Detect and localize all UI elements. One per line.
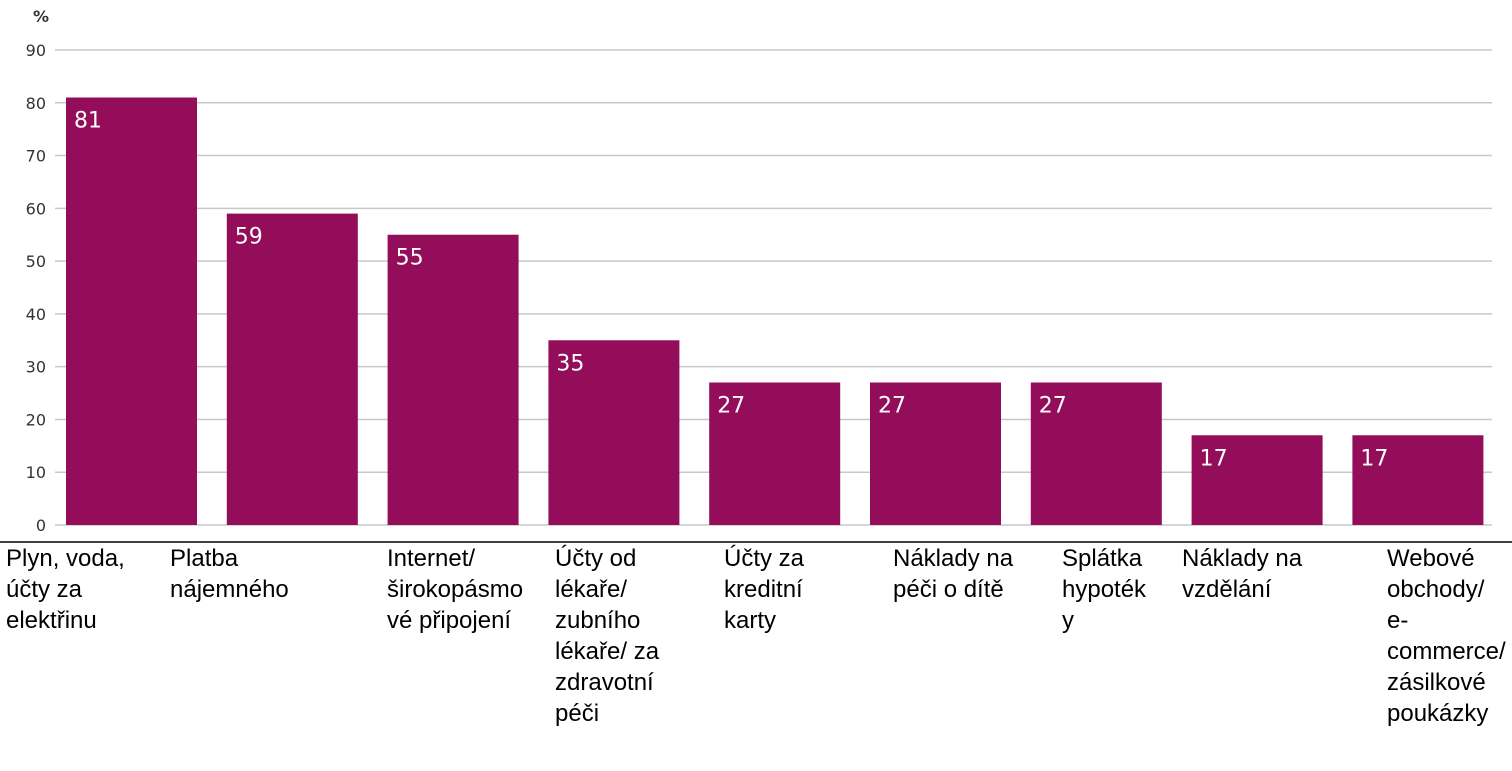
y-axis-ticks: 0 10 20 30 40 50 60 70 80 90 xyxy=(26,41,46,535)
y-tick-label: 10 xyxy=(26,463,46,482)
bar-value-label: 27 xyxy=(878,394,906,419)
x-category-label: Platba nájemného xyxy=(170,545,289,603)
x-category-label: Náklady na vzdělání xyxy=(1182,545,1303,603)
bar xyxy=(226,213,358,525)
bar xyxy=(709,382,841,525)
y-tick-label: 60 xyxy=(26,199,46,218)
bar xyxy=(1191,435,1323,525)
x-category-label: Internet/ širokopásmové připojení xyxy=(387,545,524,634)
bar-value-label: 81 xyxy=(74,109,102,134)
y-tick-label: 90 xyxy=(26,41,46,60)
y-tick-label: 20 xyxy=(26,410,46,429)
y-tick-label: 80 xyxy=(26,94,46,113)
bar xyxy=(870,382,1001,525)
bar-value-label: 17 xyxy=(1200,446,1228,471)
y-tick-label: 40 xyxy=(26,305,46,324)
y-tick-label: 0 xyxy=(36,516,46,535)
bar xyxy=(1030,382,1162,525)
x-category-label: Účty za kreditní karty xyxy=(724,545,805,634)
y-tick-label: 50 xyxy=(26,252,46,271)
y-tick-label: 30 xyxy=(26,358,46,377)
bar xyxy=(548,340,680,525)
bar-value-label: 17 xyxy=(1360,446,1388,471)
y-tick-label: 70 xyxy=(26,147,46,166)
bar-value-label: 27 xyxy=(717,394,745,419)
x-category-label: Splátka hypotéky xyxy=(1062,545,1147,634)
x-category-label: Plyn, voda, účty za elektřinu xyxy=(6,545,125,634)
x-category-label: Webové obchody/ e-commerce/ zásilkové po… xyxy=(1387,545,1506,727)
bar-value-label: 27 xyxy=(1039,394,1067,419)
bar xyxy=(66,97,197,525)
x-category-label: Účty od lékaře/ zubního lékaře/ za zdrav… xyxy=(555,545,660,727)
y-axis-unit-label: % xyxy=(33,7,49,26)
bars xyxy=(66,97,1484,525)
value-labels: 81 59 55 35 27 27 27 17 17 xyxy=(74,109,1388,472)
bar-value-label: 55 xyxy=(396,246,424,271)
bar-value-label: 59 xyxy=(235,225,263,250)
bar xyxy=(1352,435,1484,525)
bar-value-label: 35 xyxy=(556,351,584,376)
bar xyxy=(387,234,519,525)
x-category-label: Náklady na péči o dítě xyxy=(893,545,1014,603)
